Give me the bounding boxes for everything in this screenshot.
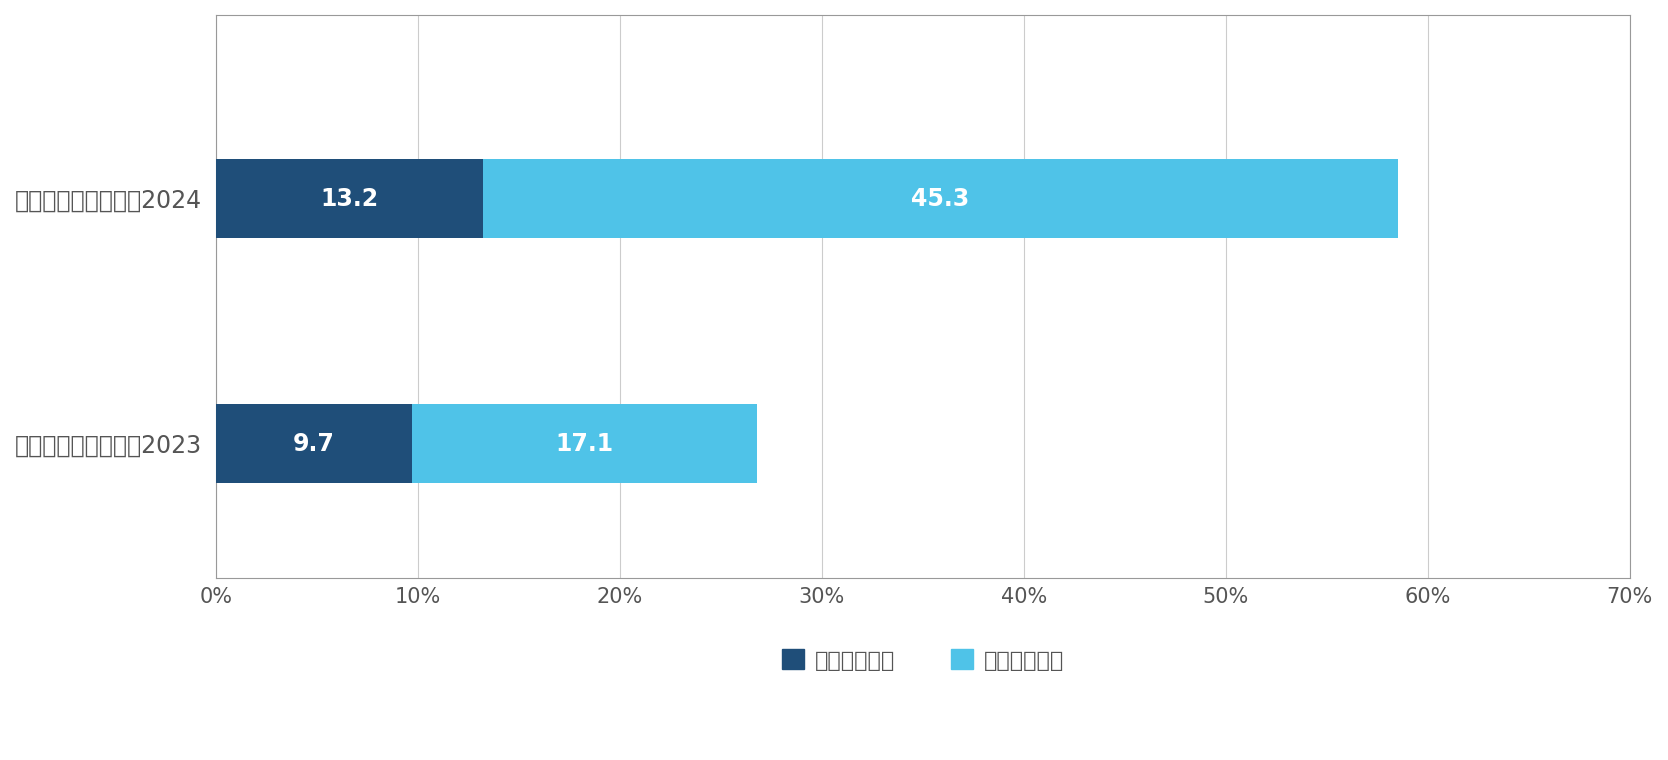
Bar xyxy=(482,160,1398,238)
Text: 13.2: 13.2 xyxy=(320,187,379,211)
Bar xyxy=(217,160,482,238)
Bar xyxy=(412,404,757,483)
Legend: よく見かける, 時々見かける: よく見かける, 時々見かける xyxy=(772,641,1073,679)
Bar xyxy=(217,404,412,483)
Text: 9.7: 9.7 xyxy=(294,432,335,455)
Text: 45.3: 45.3 xyxy=(911,187,969,211)
Text: 17.1: 17.1 xyxy=(555,432,614,455)
